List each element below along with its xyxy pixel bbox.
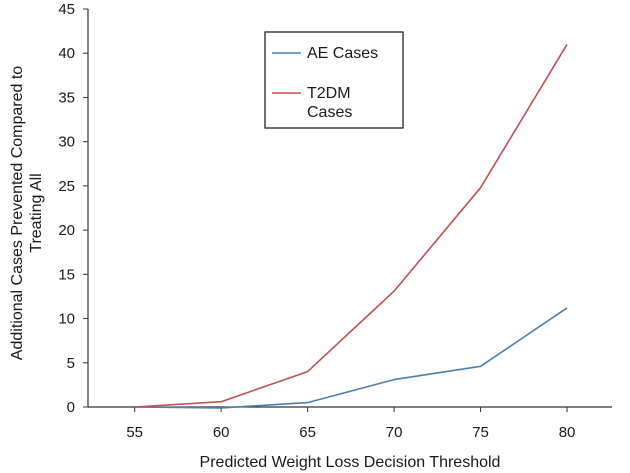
y-tick-label: 25 — [58, 178, 75, 195]
legend-box — [264, 31, 404, 129]
x-tick-label: 75 — [472, 424, 489, 441]
y-axis-title: Additional Cases Prevented Compared to Tr… — [9, 66, 45, 360]
x-tick-label: 60 — [213, 424, 230, 441]
series-line-ae-cases — [134, 307, 568, 409]
x-tick-label: 65 — [299, 424, 316, 441]
y-tick-label: 20 — [58, 222, 75, 239]
x-axis-ticks: 55 60 65 70 75 80 — [126, 407, 575, 441]
series-layer — [134, 43, 568, 409]
y-tick-label: 35 — [58, 89, 75, 106]
y-axis-ticks: 0 5 10 15 20 25 30 35 40 45 — [58, 1, 88, 416]
series-line-t2dm-cases — [134, 43, 568, 408]
x-axis-title: Predicted Weight Loss Decision Threshold — [200, 454, 501, 471]
y-tick-label: 45 — [58, 1, 75, 18]
x-tick-label: 80 — [559, 424, 576, 441]
y-tick-label: 5 — [67, 355, 75, 372]
x-tick-label: 70 — [386, 424, 403, 441]
y-tick-label: 0 — [67, 399, 75, 416]
y-tick-label: 15 — [58, 266, 75, 283]
legend: AE Cases T2DM Cases — [264, 31, 404, 129]
y-tick-label: 40 — [58, 45, 75, 62]
legend-label: AE Cases — [307, 45, 378, 62]
legend-label: T2DM Cases — [307, 85, 352, 121]
y-tick-label: 30 — [58, 134, 75, 151]
y-tick-label: 10 — [58, 311, 75, 328]
x-tick-label: 55 — [126, 424, 143, 441]
